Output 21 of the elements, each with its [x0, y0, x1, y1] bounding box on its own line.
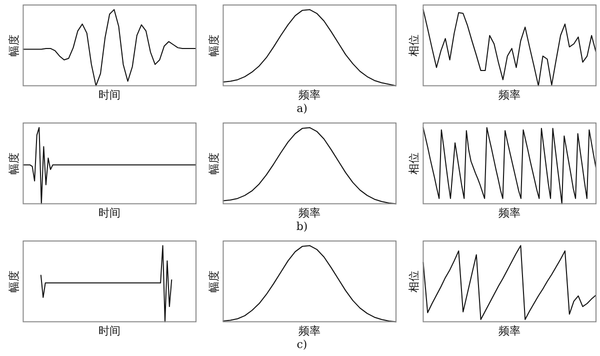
- x-axis-title: 时间: [98, 206, 121, 220]
- x-axis-title: 时间: [98, 88, 121, 102]
- y-axis-title: 相位: [407, 152, 420, 174]
- y-axis-title: 幅度: [207, 152, 220, 174]
- x-axis-title: 频率: [498, 206, 521, 220]
- x-axis-title: 时间: [98, 324, 121, 338]
- text: a): [296, 102, 308, 116]
- x-axis-title: 频率: [298, 324, 321, 338]
- y-axis-title: 幅度: [7, 34, 20, 56]
- x-axis-title: 频率: [498, 324, 521, 338]
- text: c): [296, 338, 308, 352]
- x-axis-title: 频率: [298, 88, 321, 102]
- x-axis-title: 频率: [298, 206, 321, 220]
- y-axis-title: 相位: [407, 270, 420, 292]
- y-axis-title: 相位: [407, 34, 420, 56]
- text: b): [295, 220, 309, 234]
- y-axis-title: 幅度: [7, 152, 20, 174]
- y-axis-title: 幅度: [207, 270, 220, 292]
- y-axis-title: 幅度: [7, 270, 20, 292]
- y-axis-title: 幅度: [207, 34, 220, 56]
- x-axis-title: 频率: [498, 88, 521, 102]
